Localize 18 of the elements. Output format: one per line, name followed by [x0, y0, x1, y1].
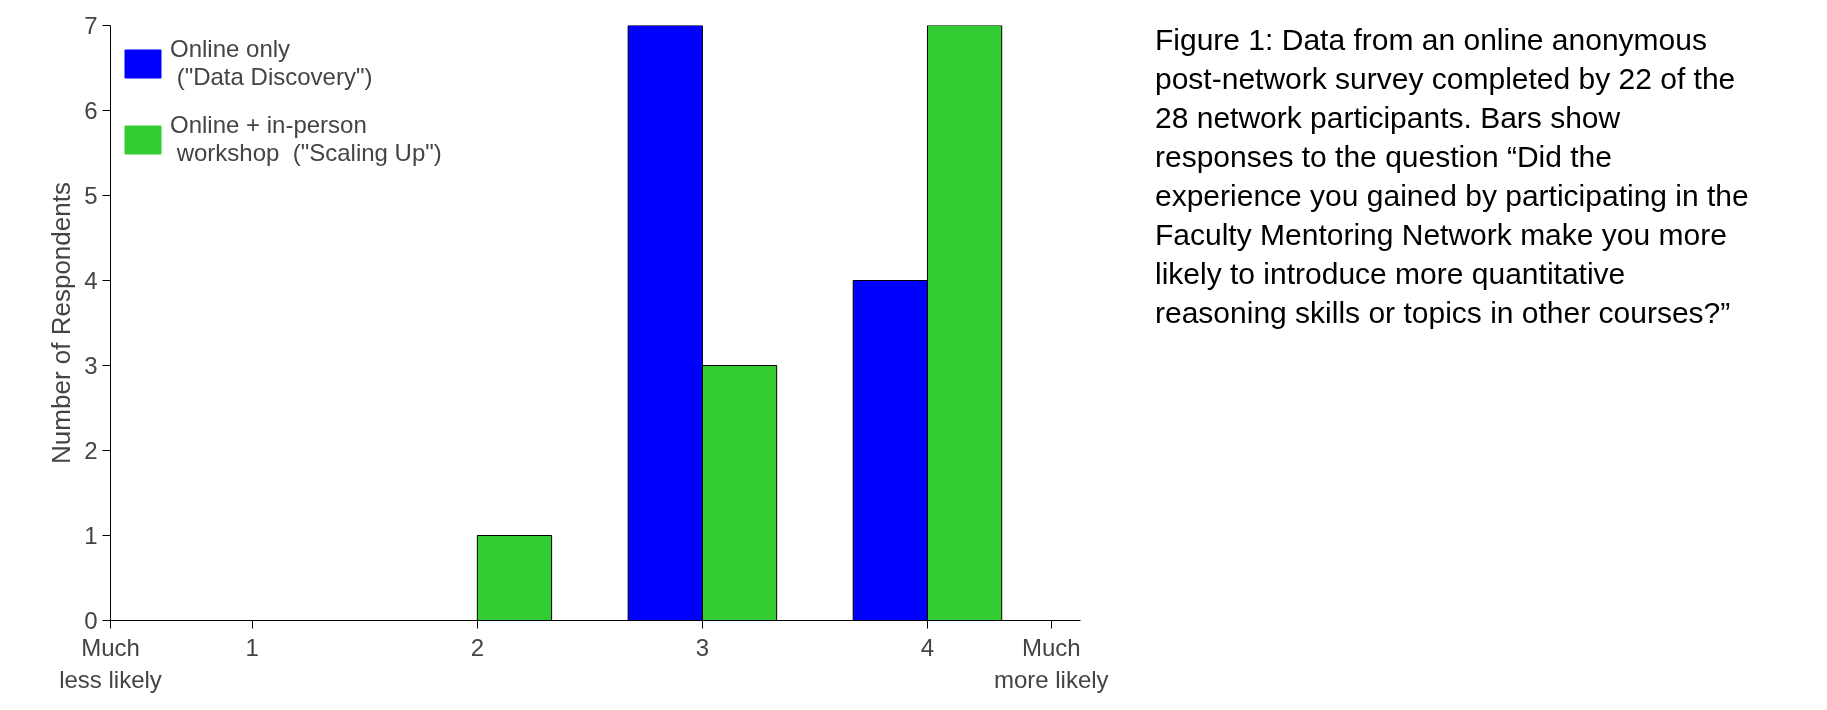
x-tick-label: 1: [245, 633, 259, 661]
y-tick-label: 7: [84, 12, 98, 39]
x-tick-label: Much less likely: [59, 633, 162, 693]
caption: Figure 1: Data from an online anonymous post-network survey completed by 22 of the 28 network participants. Bars show responses to the question “Did the experience you gained by participating in the Faculty Mentoring Network make you more likely to introduce more quantitative reasoning skills or topics in other courses?”: [1155, 22, 1750, 331]
legend-label: Online + in-person workshop ("Scaling Up"): [170, 111, 442, 167]
y-tick-label: 5: [84, 182, 98, 209]
y-tick-label: 3: [84, 352, 98, 379]
y-tick-label: 4: [84, 267, 98, 294]
y-tick-label: 1: [84, 522, 98, 549]
x-tick-label: 2: [470, 633, 485, 661]
y-tick-label: 2: [84, 437, 98, 464]
x-tick-label: 3: [695, 633, 710, 661]
y-tick-label: 0: [84, 607, 98, 634]
y-axis-title: Number of Respondents: [46, 182, 77, 464]
x-tick-label: 4: [920, 633, 935, 661]
legend-label: Online only ("Data Discovery"): [170, 35, 373, 91]
y-tick-label: 6: [84, 97, 98, 124]
x-tick-label: Much more likely: [993, 633, 1109, 693]
